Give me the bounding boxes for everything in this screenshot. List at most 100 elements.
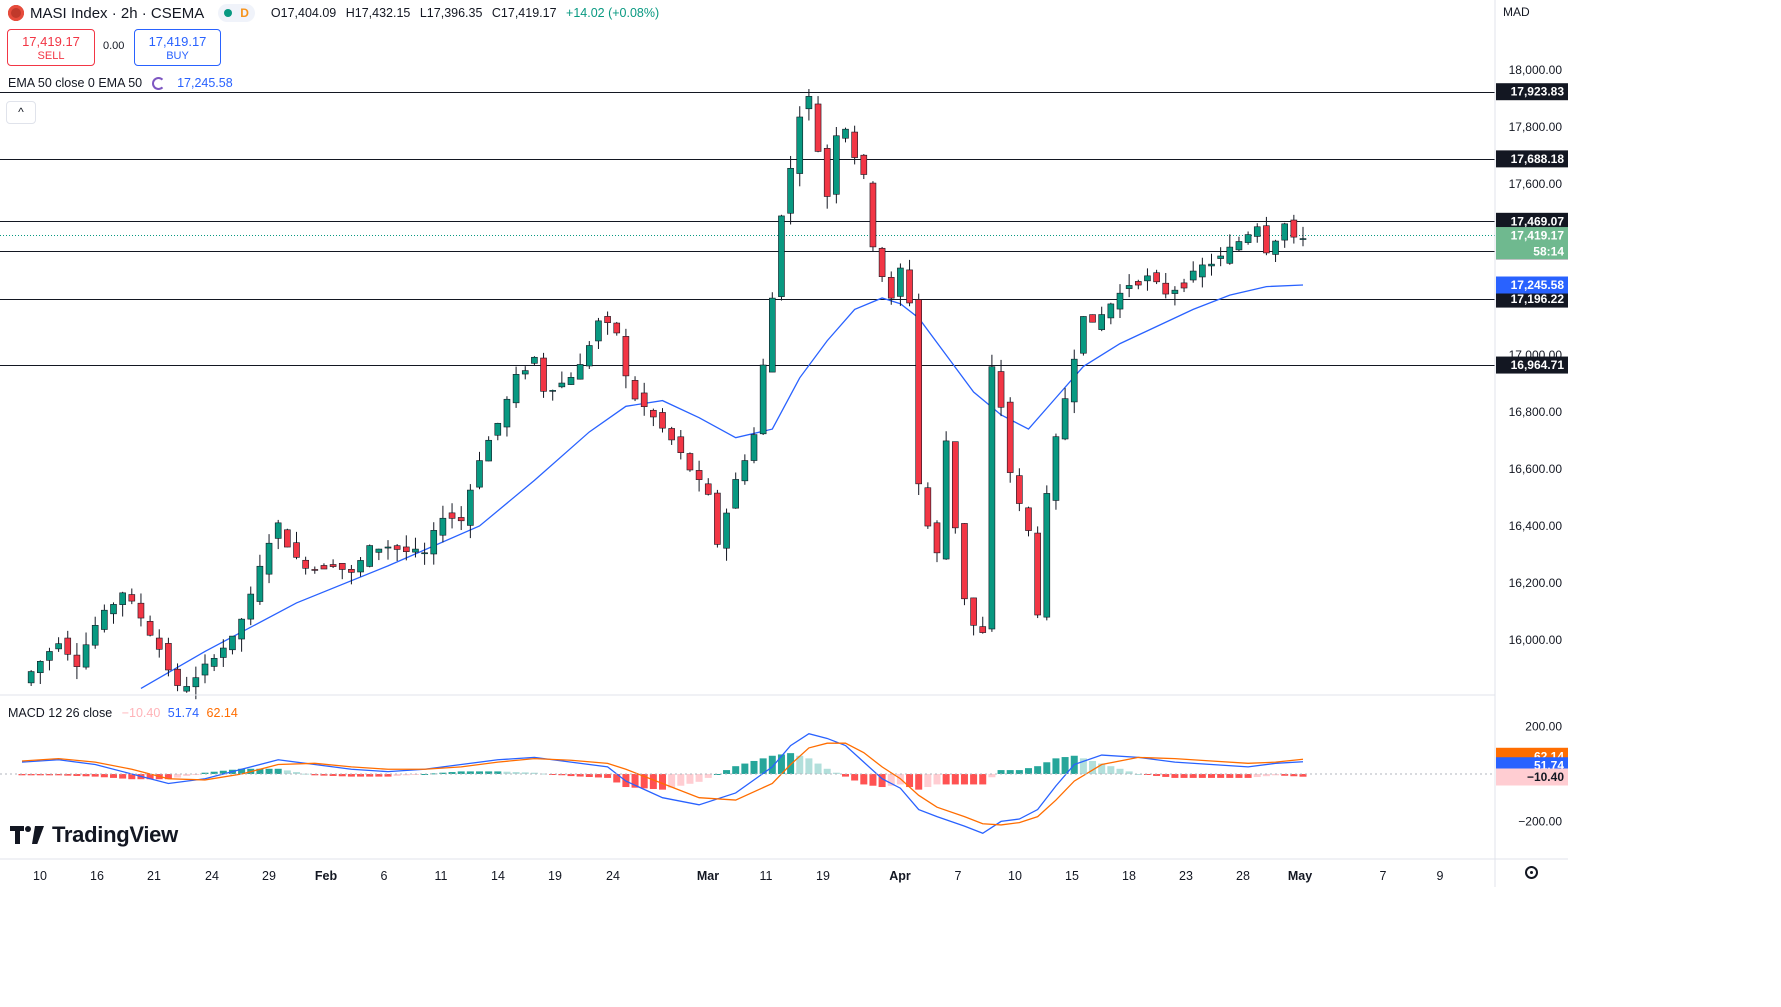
candle-body[interactable] — [357, 560, 364, 573]
candle-body[interactable] — [457, 517, 465, 522]
candle-body[interactable] — [1162, 282, 1170, 295]
candle-body[interactable] — [476, 460, 483, 488]
candle-body[interactable] — [714, 492, 721, 545]
candle-body[interactable] — [622, 336, 630, 377]
candle-body[interactable] — [613, 322, 621, 334]
candle-body[interactable] — [467, 489, 474, 526]
candle-body[interactable] — [512, 374, 520, 404]
candle-body[interactable] — [73, 654, 81, 667]
candle-body[interactable] — [869, 182, 877, 248]
candle-body[interactable] — [823, 148, 831, 197]
candle-body[interactable] — [805, 96, 813, 110]
candle-body[interactable] — [402, 546, 410, 552]
candle-body[interactable] — [567, 377, 575, 385]
candle-body[interactable] — [833, 135, 840, 195]
candle-body[interactable] — [979, 626, 987, 633]
candle-body[interactable] — [750, 434, 758, 461]
candle-body[interactable] — [1025, 507, 1032, 531]
candle-body[interactable] — [1006, 401, 1014, 473]
candle-body[interactable] — [558, 382, 566, 388]
candle-body[interactable] — [338, 563, 346, 570]
candle-body[interactable] — [1125, 285, 1133, 289]
candle-body[interactable] — [201, 663, 209, 676]
candle-body[interactable] — [1043, 493, 1051, 618]
candle-body[interactable] — [704, 483, 712, 495]
candle-body[interactable] — [732, 479, 740, 509]
candle-body[interactable] — [851, 131, 858, 158]
candle-body[interactable] — [1180, 282, 1188, 289]
candle-body[interactable] — [174, 668, 181, 686]
candle-body[interactable] — [256, 565, 264, 602]
candle-body[interactable] — [128, 594, 136, 602]
candle-body[interactable] — [165, 643, 172, 671]
candle-body[interactable] — [1116, 292, 1124, 310]
candle-body[interactable] — [1089, 314, 1096, 323]
candle-body[interactable] — [1290, 219, 1298, 238]
candle-body[interactable] — [155, 637, 163, 650]
macd-legend[interactable]: MACD 12 26 close −10.40 51.74 62.14 — [8, 706, 238, 720]
candle-body[interactable] — [1135, 281, 1142, 286]
price-chart[interactable]: 16,000.00 16,200.00 16,400.00 16,600.00 16,8… — [0, 0, 1568, 887]
candle-body[interactable] — [1226, 246, 1234, 264]
candle-body[interactable] — [970, 597, 977, 626]
candle-body[interactable] — [741, 460, 749, 482]
candle-body[interactable] — [631, 380, 639, 400]
candle-body[interactable] — [1098, 314, 1105, 330]
candle-body[interactable] — [695, 470, 703, 480]
sell-button[interactable]: 17,419.17 SELL — [7, 29, 95, 66]
candle-body[interactable] — [1080, 316, 1087, 354]
candle-body[interactable] — [531, 356, 538, 364]
candle-body[interactable] — [101, 609, 108, 630]
candle-body[interactable] — [1272, 240, 1279, 255]
candle-body[interactable] — [485, 439, 492, 462]
candle-body[interactable] — [540, 357, 547, 392]
candle-body[interactable] — [1070, 358, 1078, 403]
candle-body[interactable] — [265, 542, 273, 575]
candle-body[interactable] — [366, 545, 374, 567]
candle-body[interactable] — [915, 299, 923, 485]
candle-body[interactable] — [430, 530, 438, 555]
candle-body[interactable] — [924, 487, 932, 527]
candle-body[interactable] — [329, 564, 337, 567]
candle-body[interactable] — [448, 512, 456, 519]
candle-body[interactable] — [64, 637, 72, 655]
candle-body[interactable] — [192, 677, 200, 688]
candle-body[interactable] — [439, 517, 447, 536]
candle-body[interactable] — [137, 602, 145, 619]
candle-body[interactable] — [238, 618, 245, 640]
candle-body[interactable] — [1208, 263, 1215, 267]
candle-body[interactable] — [1253, 226, 1261, 237]
candle-body[interactable] — [576, 364, 584, 380]
candle-body[interactable] — [1052, 436, 1060, 501]
candle-body[interactable] — [110, 604, 117, 615]
candle-body[interactable] — [595, 320, 602, 342]
candle-body[interactable] — [55, 643, 62, 650]
candle-body[interactable] — [1217, 255, 1224, 259]
candle-body[interactable] — [494, 422, 502, 436]
candle-body[interactable] — [787, 167, 794, 214]
candle-body[interactable] — [906, 269, 913, 304]
tradingview-logo[interactable]: TradingView — [10, 822, 178, 848]
candle-body[interactable] — [521, 370, 529, 375]
candle-body[interactable] — [1034, 532, 1041, 616]
settings-icon[interactable] — [1525, 866, 1538, 879]
candle-body[interactable] — [27, 671, 35, 684]
candle-body[interactable] — [650, 409, 657, 418]
candle-body[interactable] — [183, 686, 190, 692]
candle-body[interactable] — [768, 297, 776, 373]
candle-body[interactable] — [1061, 398, 1069, 440]
candle-body[interactable] — [549, 390, 557, 392]
candle-body[interactable] — [668, 428, 675, 441]
candle-body[interactable] — [274, 522, 282, 539]
refresh-icon[interactable] — [151, 77, 165, 90]
candle-body[interactable] — [686, 453, 694, 471]
candle-body[interactable] — [1235, 241, 1243, 251]
candle-body[interactable] — [1153, 272, 1160, 283]
candle-body[interactable] — [247, 593, 255, 620]
candle-body[interactable] — [1016, 475, 1023, 504]
candle-body[interactable] — [887, 277, 895, 299]
candle-body[interactable] — [933, 522, 941, 554]
candle-body[interactable] — [348, 569, 355, 573]
candle-body[interactable] — [384, 546, 392, 549]
candle-body[interactable] — [146, 621, 154, 636]
